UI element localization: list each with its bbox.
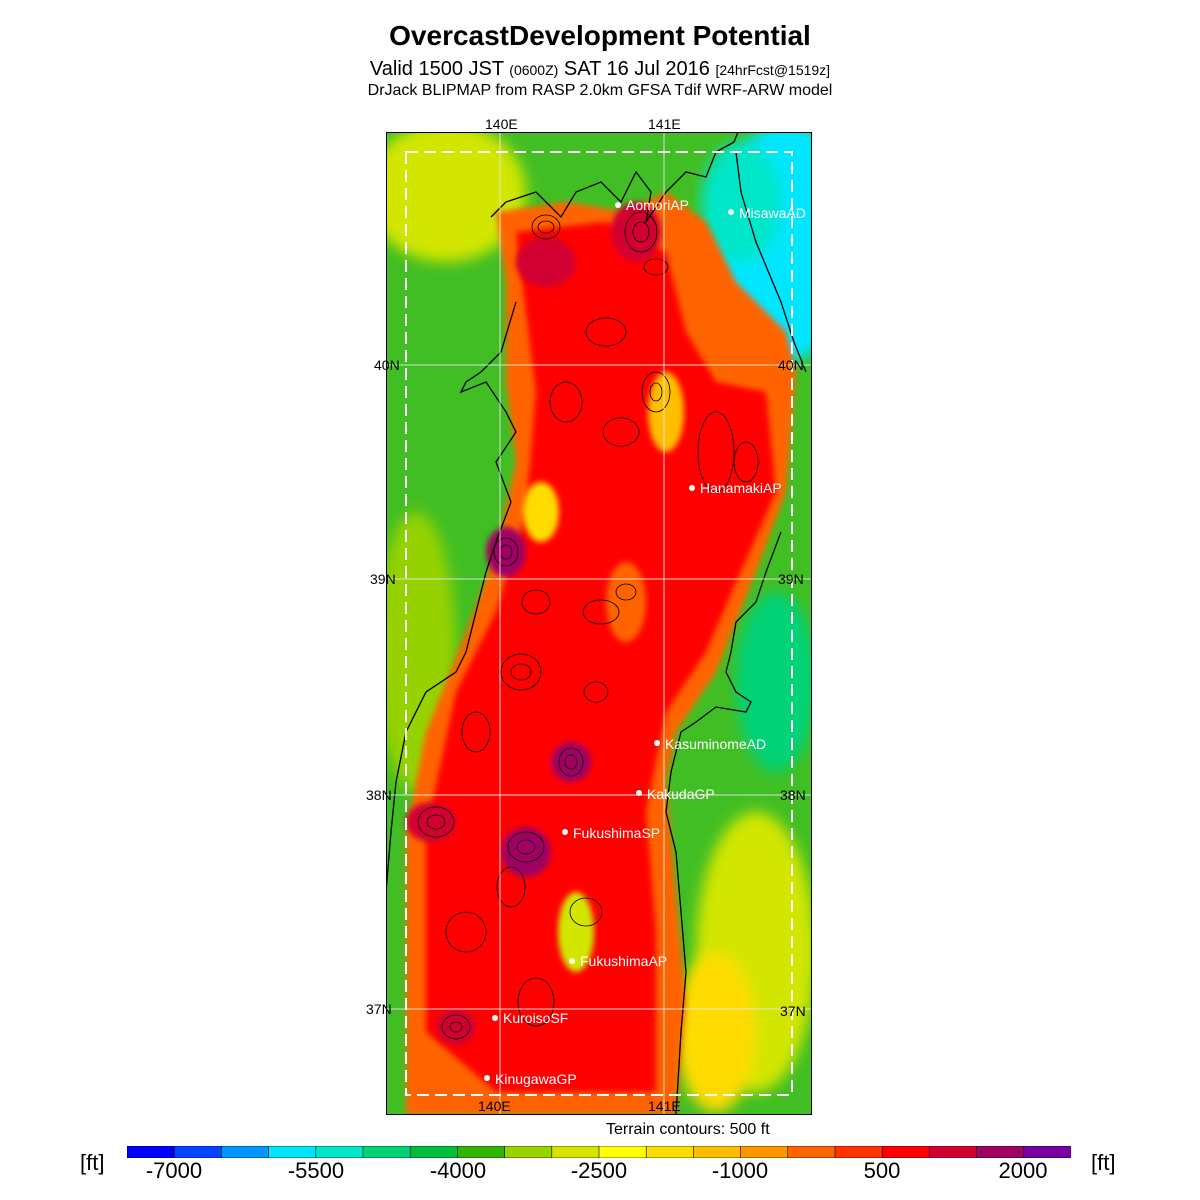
- colorbar-unit-left: [ft]: [80, 1150, 105, 1175]
- colorbar-segment: [787, 1146, 836, 1158]
- colorbar-tick-label: -1000: [711, 1158, 769, 1183]
- colorbar: [127, 1146, 1071, 1158]
- forecast-info: [24hrFcst@1519z]: [715, 62, 831, 78]
- station-kinugawa[interactable]: KinugawaGP: [484, 1071, 577, 1087]
- lat-label-37n-left: 37N: [366, 1001, 392, 1017]
- colorbar-tick-label: -7000: [145, 1158, 203, 1183]
- lat-label-40n-left: 40N: [374, 357, 400, 373]
- model-description: DrJack BLIPMAP from RASP 2.0km GFSA Tdif…: [367, 82, 833, 99]
- map-title: OvercastDevelopment Potential: [389, 20, 811, 51]
- station-fukushima-sp[interactable]: FukushimaSP: [562, 825, 660, 841]
- lon-label-141e-bottom: 141E: [648, 1098, 681, 1114]
- valid-time-line: Valid 1500 JST (0600Z) SAT 16 Jul 2016 […: [0, 58, 1200, 81]
- colorbar-segment: [173, 1146, 223, 1158]
- map-frame: [386, 132, 812, 1115]
- station-misawa[interactable]: MisawaAD: [728, 205, 806, 221]
- lat-label-40n-right: 40N: [778, 357, 804, 373]
- station-kuroiso[interactable]: KuroisoSF: [492, 1010, 568, 1026]
- svg-text:MisawaAD: MisawaAD: [739, 205, 806, 221]
- colorbar-unit-right: [ft]: [1091, 1150, 1116, 1175]
- forecast-date: SAT 16 Jul 2016: [563, 58, 710, 80]
- terrain-contours: [417, 211, 759, 1040]
- colorbar-segment: [127, 1146, 176, 1158]
- svg-text:FukushimaAP: FukushimaAP: [580, 953, 667, 969]
- colorbar-segment: [834, 1146, 884, 1158]
- colorbar-segment: [315, 1146, 364, 1158]
- lat-label-38n-left: 38N: [366, 787, 392, 803]
- colorbar-segment: [740, 1146, 789, 1158]
- svg-text:AomoriAP: AomoriAP: [626, 197, 689, 213]
- colorbar-segment: [645, 1146, 695, 1158]
- valid-prefix: Valid 1500 JST: [369, 58, 504, 80]
- colorbar-segment: [409, 1146, 459, 1158]
- svg-text:KakudaGP: KakudaGP: [647, 786, 715, 802]
- lat-label-39n-right: 39N: [778, 571, 804, 587]
- lon-label-140e-bottom: 140E: [478, 1098, 511, 1114]
- station-aomori[interactable]: AomoriAP: [615, 197, 689, 213]
- coastline: [386, 132, 807, 1115]
- domain-boundary: [405, 151, 793, 1096]
- colorbar-segment: [598, 1146, 648, 1158]
- station-kasuminome[interactable]: KasuminomeAD: [654, 736, 766, 752]
- colorbar-segment: [929, 1146, 978, 1158]
- colorbar-tick-label: -4000: [429, 1158, 487, 1183]
- colorbar-segment: [976, 1146, 1025, 1158]
- svg-text:KasuminomeAD: KasuminomeAD: [665, 736, 766, 752]
- colorbar-segment: [881, 1146, 931, 1158]
- grid-lines: [386, 132, 812, 1115]
- utc-time: (0600Z): [509, 62, 559, 78]
- station-kakuda[interactable]: KakudaGP: [636, 786, 715, 802]
- overcast-potential-map: AomoriAP MisawaAD HanamakiAP KasuminomeA…: [386, 132, 812, 1115]
- land-field: [406, 192, 796, 1115]
- colorbar-segment: [1023, 1146, 1071, 1158]
- svg-text:FukushimaSP: FukushimaSP: [573, 825, 660, 841]
- colorbar-segment: [693, 1146, 742, 1158]
- colorbar-segment: [504, 1146, 553, 1158]
- colorbar-tick-label: -2500: [570, 1158, 628, 1183]
- svg-text:HanamakiAP: HanamakiAP: [700, 480, 782, 496]
- svg-text:KinugawaGP: KinugawaGP: [495, 1071, 577, 1087]
- colorbar-segment: [221, 1146, 270, 1158]
- lon-label-141e-top: 141E: [648, 116, 681, 132]
- colorbar-segment: [551, 1146, 600, 1158]
- colorbar-segment: [362, 1146, 412, 1158]
- station-hanamaki[interactable]: HanamakiAP: [689, 480, 782, 496]
- lat-label-39n-left: 39N: [370, 571, 396, 587]
- station-fukushima-ap[interactable]: FukushimaAP: [569, 953, 667, 969]
- colorbar-tick-label: -5500: [287, 1158, 345, 1183]
- colorbar-tick-label: 2000: [998, 1158, 1048, 1183]
- colorbar-segment: [268, 1146, 317, 1158]
- terrain-contour-note: Terrain contours: 500 ft: [606, 1121, 770, 1138]
- lat-label-38n-right: 38N: [780, 787, 806, 803]
- station-markers: AomoriAP MisawaAD HanamakiAP KasuminomeA…: [484, 197, 806, 1087]
- lon-label-140e-top: 140E: [485, 116, 518, 132]
- lat-label-37n-right: 37N: [780, 1003, 806, 1019]
- colorbar-tick-label: 500: [863, 1158, 901, 1183]
- svg-text:KuroisoSF: KuroisoSF: [503, 1010, 568, 1026]
- colorbar-segment: [457, 1146, 506, 1158]
